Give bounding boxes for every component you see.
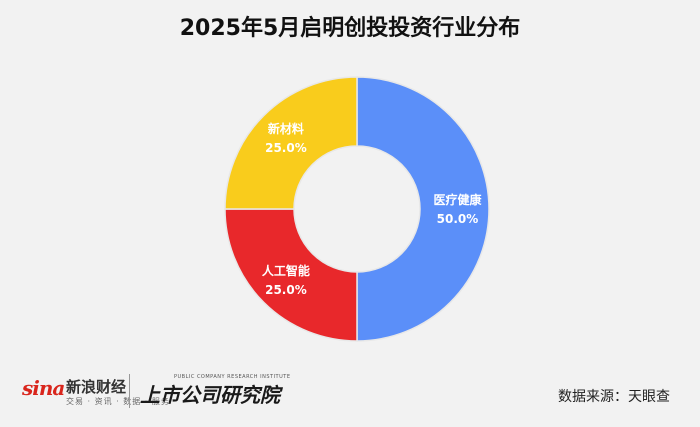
slice-1: [224, 208, 358, 342]
institute-logo: 上市公司研究院: [140, 383, 280, 407]
logo-divider: [129, 374, 130, 408]
slice-2: [224, 76, 358, 210]
slice-label-2: 新材料: [268, 121, 304, 136]
institute-english-name: PUBLIC COMPANY RESEARCH INSTITUTE: [174, 374, 291, 380]
slice-label-0: 医疗健康: [433, 192, 482, 207]
slice-0: [356, 76, 490, 342]
slice-value-2: 25.0%: [265, 141, 307, 155]
slice-label-1: 人工智能: [262, 263, 310, 278]
sina-finance-name: 新浪财经: [66, 378, 127, 396]
sina-finance-tagline: 交易 · 资讯 · 数据 · 服务: [66, 397, 170, 406]
chart-title: 2025年5月启明创投投资行业分布: [179, 16, 521, 41]
slice-value-0: 50.0%: [437, 212, 479, 226]
sina-logo: sina: [22, 376, 65, 400]
slice-value-1: 25.0%: [265, 283, 307, 297]
data-source: 数据来源：天眼查: [558, 389, 670, 405]
brand-logos: sina 新浪财经 交易 · 资讯 · 数据 · 服务 PUBLIC COMPA…: [22, 372, 290, 412]
